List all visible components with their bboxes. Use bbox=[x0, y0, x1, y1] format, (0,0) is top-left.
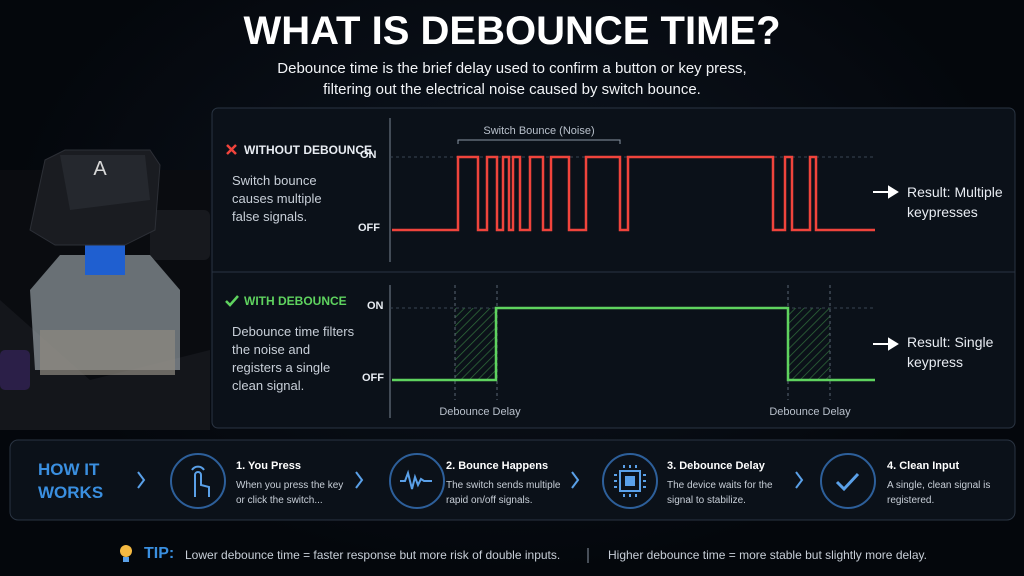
subtitle: Debounce time is the brief delay used to… bbox=[277, 60, 747, 98]
step-title: 4. Clean Input bbox=[887, 460, 960, 472]
step-title: 1. You Press bbox=[236, 460, 302, 472]
how-panel bbox=[9, 439, 1016, 521]
raw-signal bbox=[392, 155, 875, 232]
description: Switch bounce causes multiple false sign… bbox=[232, 173, 322, 224]
steps-icons bbox=[137, 453, 876, 509]
section-label: WITH DEBOUNCE bbox=[244, 294, 347, 308]
step-text: The device waits for the signal to stabi… bbox=[667, 480, 773, 506]
delay-label: Debounce Delay bbox=[769, 406, 851, 418]
bounce-bracket bbox=[457, 139, 621, 144]
delay-label: Debounce Delay bbox=[439, 406, 521, 418]
on-label: ON bbox=[367, 300, 384, 312]
step-text: When you press the key or click the swit… bbox=[236, 480, 344, 506]
tip-label: TIP: bbox=[144, 545, 175, 562]
tip-text: Higher debounce time = more stable but s… bbox=[608, 548, 927, 562]
result: Result: Multiple keypresses bbox=[907, 184, 1003, 220]
delay-markers bbox=[454, 285, 831, 400]
keycap-letter: A bbox=[93, 158, 107, 180]
delay-area bbox=[788, 308, 830, 380]
off-label: OFF bbox=[362, 372, 384, 384]
step-text: The switch sends multiple rapid on/off s… bbox=[446, 480, 561, 506]
check-icon bbox=[225, 295, 239, 307]
step-text: A single, clean signal is registered. bbox=[887, 480, 991, 506]
title: WHAT IS DEBOUNCE TIME? bbox=[243, 9, 781, 53]
step-title: 3. Debounce Delay bbox=[667, 460, 765, 472]
x-icon bbox=[226, 144, 237, 155]
bulb-icon bbox=[120, 545, 132, 562]
step-title: 2. Bounce Happens bbox=[446, 460, 549, 472]
bounce-label: Switch Bounce (Noise) bbox=[483, 125, 595, 137]
keyboard-illustration: A bbox=[0, 149, 210, 430]
off-label: OFF bbox=[358, 222, 380, 234]
description: Debounce time filters the noise and regi… bbox=[232, 324, 355, 393]
result: Result: Single keypress bbox=[907, 334, 994, 370]
how-title: HOW IT WORKS bbox=[38, 460, 104, 502]
section-label: WITHOUT DEBOUNCE bbox=[244, 143, 372, 157]
on-label: ON bbox=[360, 149, 377, 161]
result-arrows bbox=[873, 185, 899, 351]
tip-text: Lower debounce time = faster response bu… bbox=[185, 548, 561, 562]
delay-area bbox=[455, 308, 497, 380]
clean-signal bbox=[392, 306, 875, 382]
